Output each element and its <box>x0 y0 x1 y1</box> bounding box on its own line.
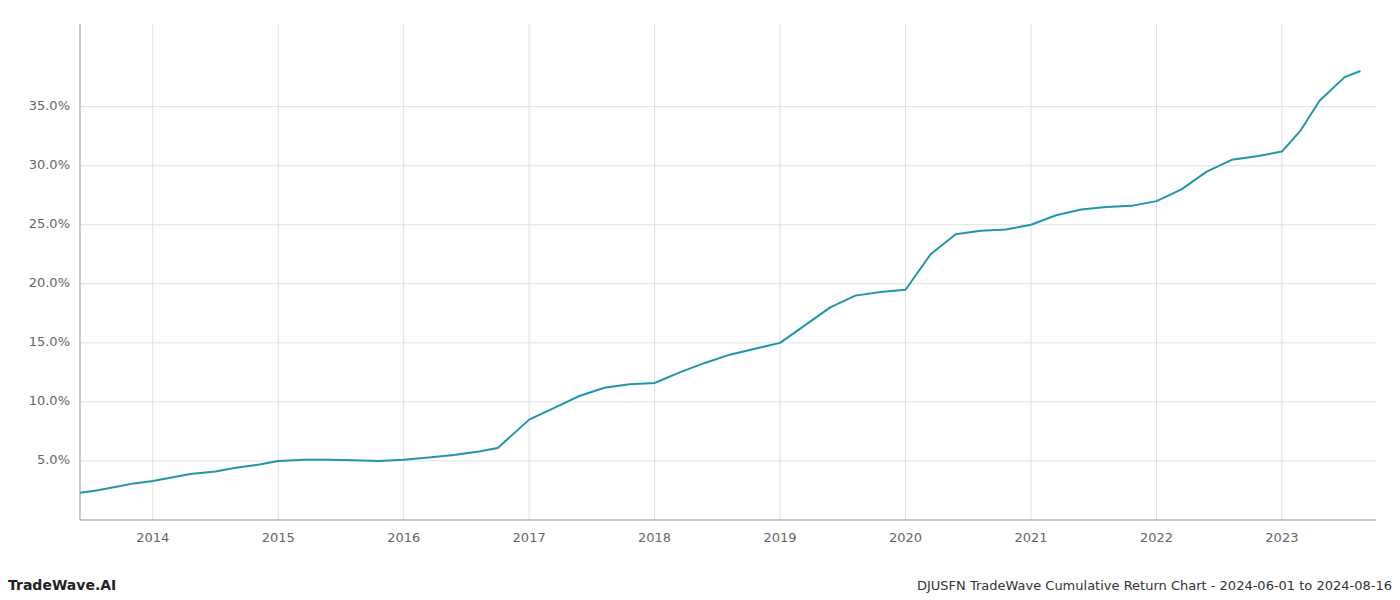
x-tick-label: 2020 <box>889 530 922 545</box>
grid-line-x <box>1281 24 1282 520</box>
y-tick-label: 35.0% <box>29 98 70 113</box>
grid-line-y <box>80 224 1376 225</box>
grid-line-y <box>80 165 1376 166</box>
x-tick-label: 2021 <box>1014 530 1047 545</box>
x-tick-label: 2016 <box>387 530 420 545</box>
y-tick-label: 30.0% <box>29 157 70 172</box>
y-tick-label: 15.0% <box>29 334 70 349</box>
grid-line-y <box>80 106 1376 107</box>
x-tick-label: 2019 <box>764 530 797 545</box>
grid-line-y <box>80 342 1376 343</box>
grid-line-x <box>654 24 655 520</box>
y-tick-label: 25.0% <box>29 216 70 231</box>
grid-line-x <box>905 24 906 520</box>
y-tick-label: 5.0% <box>37 452 70 467</box>
grid-line-x <box>780 24 781 520</box>
grid-line-x <box>152 24 153 520</box>
y-axis-line <box>80 24 81 520</box>
tick-labels: 2014 2015 2016 2017 2018 2019 2020 2021 2022 2023… <box>29 98 1299 545</box>
chart: 2014 2015 2016 2017 2018 2019 2020 2021 2022 2023… <box>0 0 1400 600</box>
grid-line-x <box>403 24 404 520</box>
grid-line-x <box>529 24 530 520</box>
grid-line-y <box>80 401 1376 402</box>
x-tick-label: 2014 <box>136 530 169 545</box>
y-tick-label: 20.0% <box>29 275 70 290</box>
x-tick-label: 2022 <box>1140 530 1173 545</box>
grid-line-x <box>278 24 279 520</box>
y-tick-label: 10.0% <box>29 393 70 408</box>
x-tick-label: 2023 <box>1265 530 1298 545</box>
line <box>80 71 1360 493</box>
x-tick-label: 2018 <box>638 530 671 545</box>
annotation: TradeWave.AI <box>8 577 116 593</box>
x-tick-label: 2017 <box>513 530 546 545</box>
grid-line-x <box>1156 24 1157 520</box>
x-tick-label: 2015 <box>262 530 295 545</box>
plot-area <box>80 71 1360 493</box>
grid-line-y <box>80 283 1376 284</box>
title: DJUSFN TradeWave Cumulative Return Chart… <box>917 578 1392 593</box>
grid <box>80 24 1376 520</box>
x-axis-line <box>80 520 1376 521</box>
grid-line-x <box>1030 24 1031 520</box>
